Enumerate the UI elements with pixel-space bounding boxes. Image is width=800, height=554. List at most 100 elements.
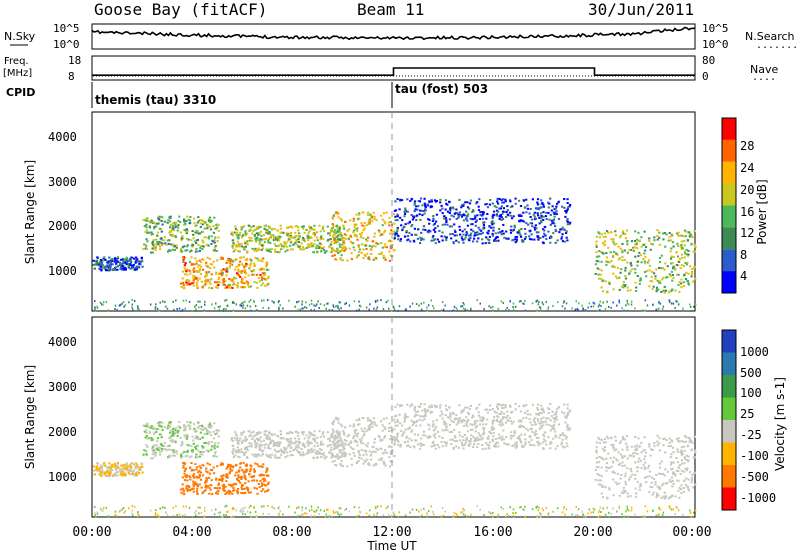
power-echo — [404, 308, 407, 311]
velocity-echo — [337, 443, 340, 446]
power-echo — [514, 202, 517, 205]
velocity-echo — [245, 468, 248, 471]
velocity-echo — [397, 440, 400, 443]
velocity-echo — [335, 416, 338, 419]
power-echo — [301, 248, 304, 251]
power-echo — [94, 300, 96, 303]
velocity-echo — [414, 405, 417, 408]
velocity-echo — [289, 440, 293, 443]
velocity-echo — [180, 444, 183, 447]
power-echo — [602, 279, 605, 282]
power-echo — [622, 283, 625, 286]
power-echo — [467, 238, 470, 241]
velocity-echo — [452, 446, 455, 449]
velocity-echo — [177, 425, 180, 428]
velocity-echo — [418, 418, 421, 421]
velocity-echo — [449, 415, 452, 418]
power-echo — [209, 225, 212, 228]
power-echo — [225, 267, 228, 270]
power-echo — [417, 200, 420, 202]
power-echo — [356, 229, 359, 232]
power-echo — [509, 214, 513, 217]
power-echo — [423, 202, 426, 205]
power-echo — [682, 281, 685, 284]
velocity-echo — [384, 435, 387, 438]
velocity-echo — [566, 423, 569, 426]
velocity-echo — [341, 453, 344, 455]
power-echo — [109, 260, 112, 262]
power-echo — [243, 248, 246, 251]
velocity-echo — [395, 414, 398, 417]
velocity-echo — [389, 460, 392, 463]
velocity-echo — [310, 447, 313, 450]
power-echo — [462, 302, 464, 304]
velocity-echo — [276, 441, 279, 444]
power-echo — [238, 234, 241, 237]
power-echo — [636, 260, 640, 263]
velocity-echo — [153, 431, 156, 434]
velocity-echo — [219, 463, 222, 466]
velocity-echo — [371, 451, 374, 454]
velocity-echo — [214, 433, 217, 436]
velocity-echo — [388, 430, 391, 432]
power-echo — [649, 248, 652, 251]
power-echo — [181, 246, 184, 249]
velocity-echo — [185, 425, 188, 428]
power-echo — [451, 206, 455, 209]
velocity-echo — [683, 435, 686, 438]
velocity-echo — [146, 446, 149, 448]
power-echo — [541, 201, 544, 204]
velocity-echo — [308, 442, 311, 445]
power-echo — [452, 241, 455, 244]
power-echo — [430, 205, 434, 208]
power-echo — [215, 286, 218, 289]
power-echo — [414, 208, 417, 211]
power-echo — [288, 299, 290, 302]
power-echo — [385, 246, 388, 249]
power-echo — [677, 264, 680, 267]
power-echo — [232, 243, 235, 246]
power-echo — [237, 264, 240, 267]
velocity-echo — [244, 451, 247, 454]
velocity-echo — [134, 465, 137, 467]
velocity-echo — [550, 415, 553, 417]
velocity-echo — [430, 404, 433, 407]
power-echo — [302, 238, 305, 240]
velocity-echo — [260, 440, 263, 443]
power-echo — [297, 226, 300, 229]
velocity-echo — [482, 429, 485, 432]
power-echo — [634, 246, 637, 249]
power-echo — [466, 219, 469, 222]
velocity-echo — [690, 449, 693, 452]
power-echo — [259, 226, 262, 229]
power-echo — [608, 282, 611, 285]
power-echo — [677, 273, 680, 276]
velocity-echo — [205, 486, 208, 489]
velocity-echo — [256, 492, 259, 495]
power-echo — [364, 255, 367, 257]
velocity-echo — [195, 466, 199, 469]
velocity-echo — [474, 430, 477, 433]
velocity-echo — [207, 443, 210, 446]
velocity-echo — [322, 452, 325, 455]
power-echo — [217, 229, 220, 232]
power-echo — [326, 302, 328, 305]
power-echo — [564, 210, 567, 212]
power-echo — [593, 302, 596, 305]
power-echo — [566, 223, 569, 226]
velocity-echo — [448, 417, 451, 420]
velocity-panel: Slant Range [km] 1000 2000 3000 4000 Vel… — [23, 316, 787, 519]
velocity-echo — [160, 425, 163, 428]
velocity-echo — [491, 438, 494, 441]
power-echo — [193, 270, 196, 273]
velocity-echo — [145, 453, 148, 456]
power-echo — [242, 233, 245, 236]
power-echo — [381, 233, 384, 236]
power-echo — [621, 307, 623, 310]
power-echo — [301, 246, 305, 248]
velocity-echo — [320, 456, 323, 458]
velocity-echo — [316, 436, 319, 439]
power-echo — [339, 301, 342, 304]
power-echo — [648, 264, 651, 267]
velocity-echo — [405, 436, 408, 439]
